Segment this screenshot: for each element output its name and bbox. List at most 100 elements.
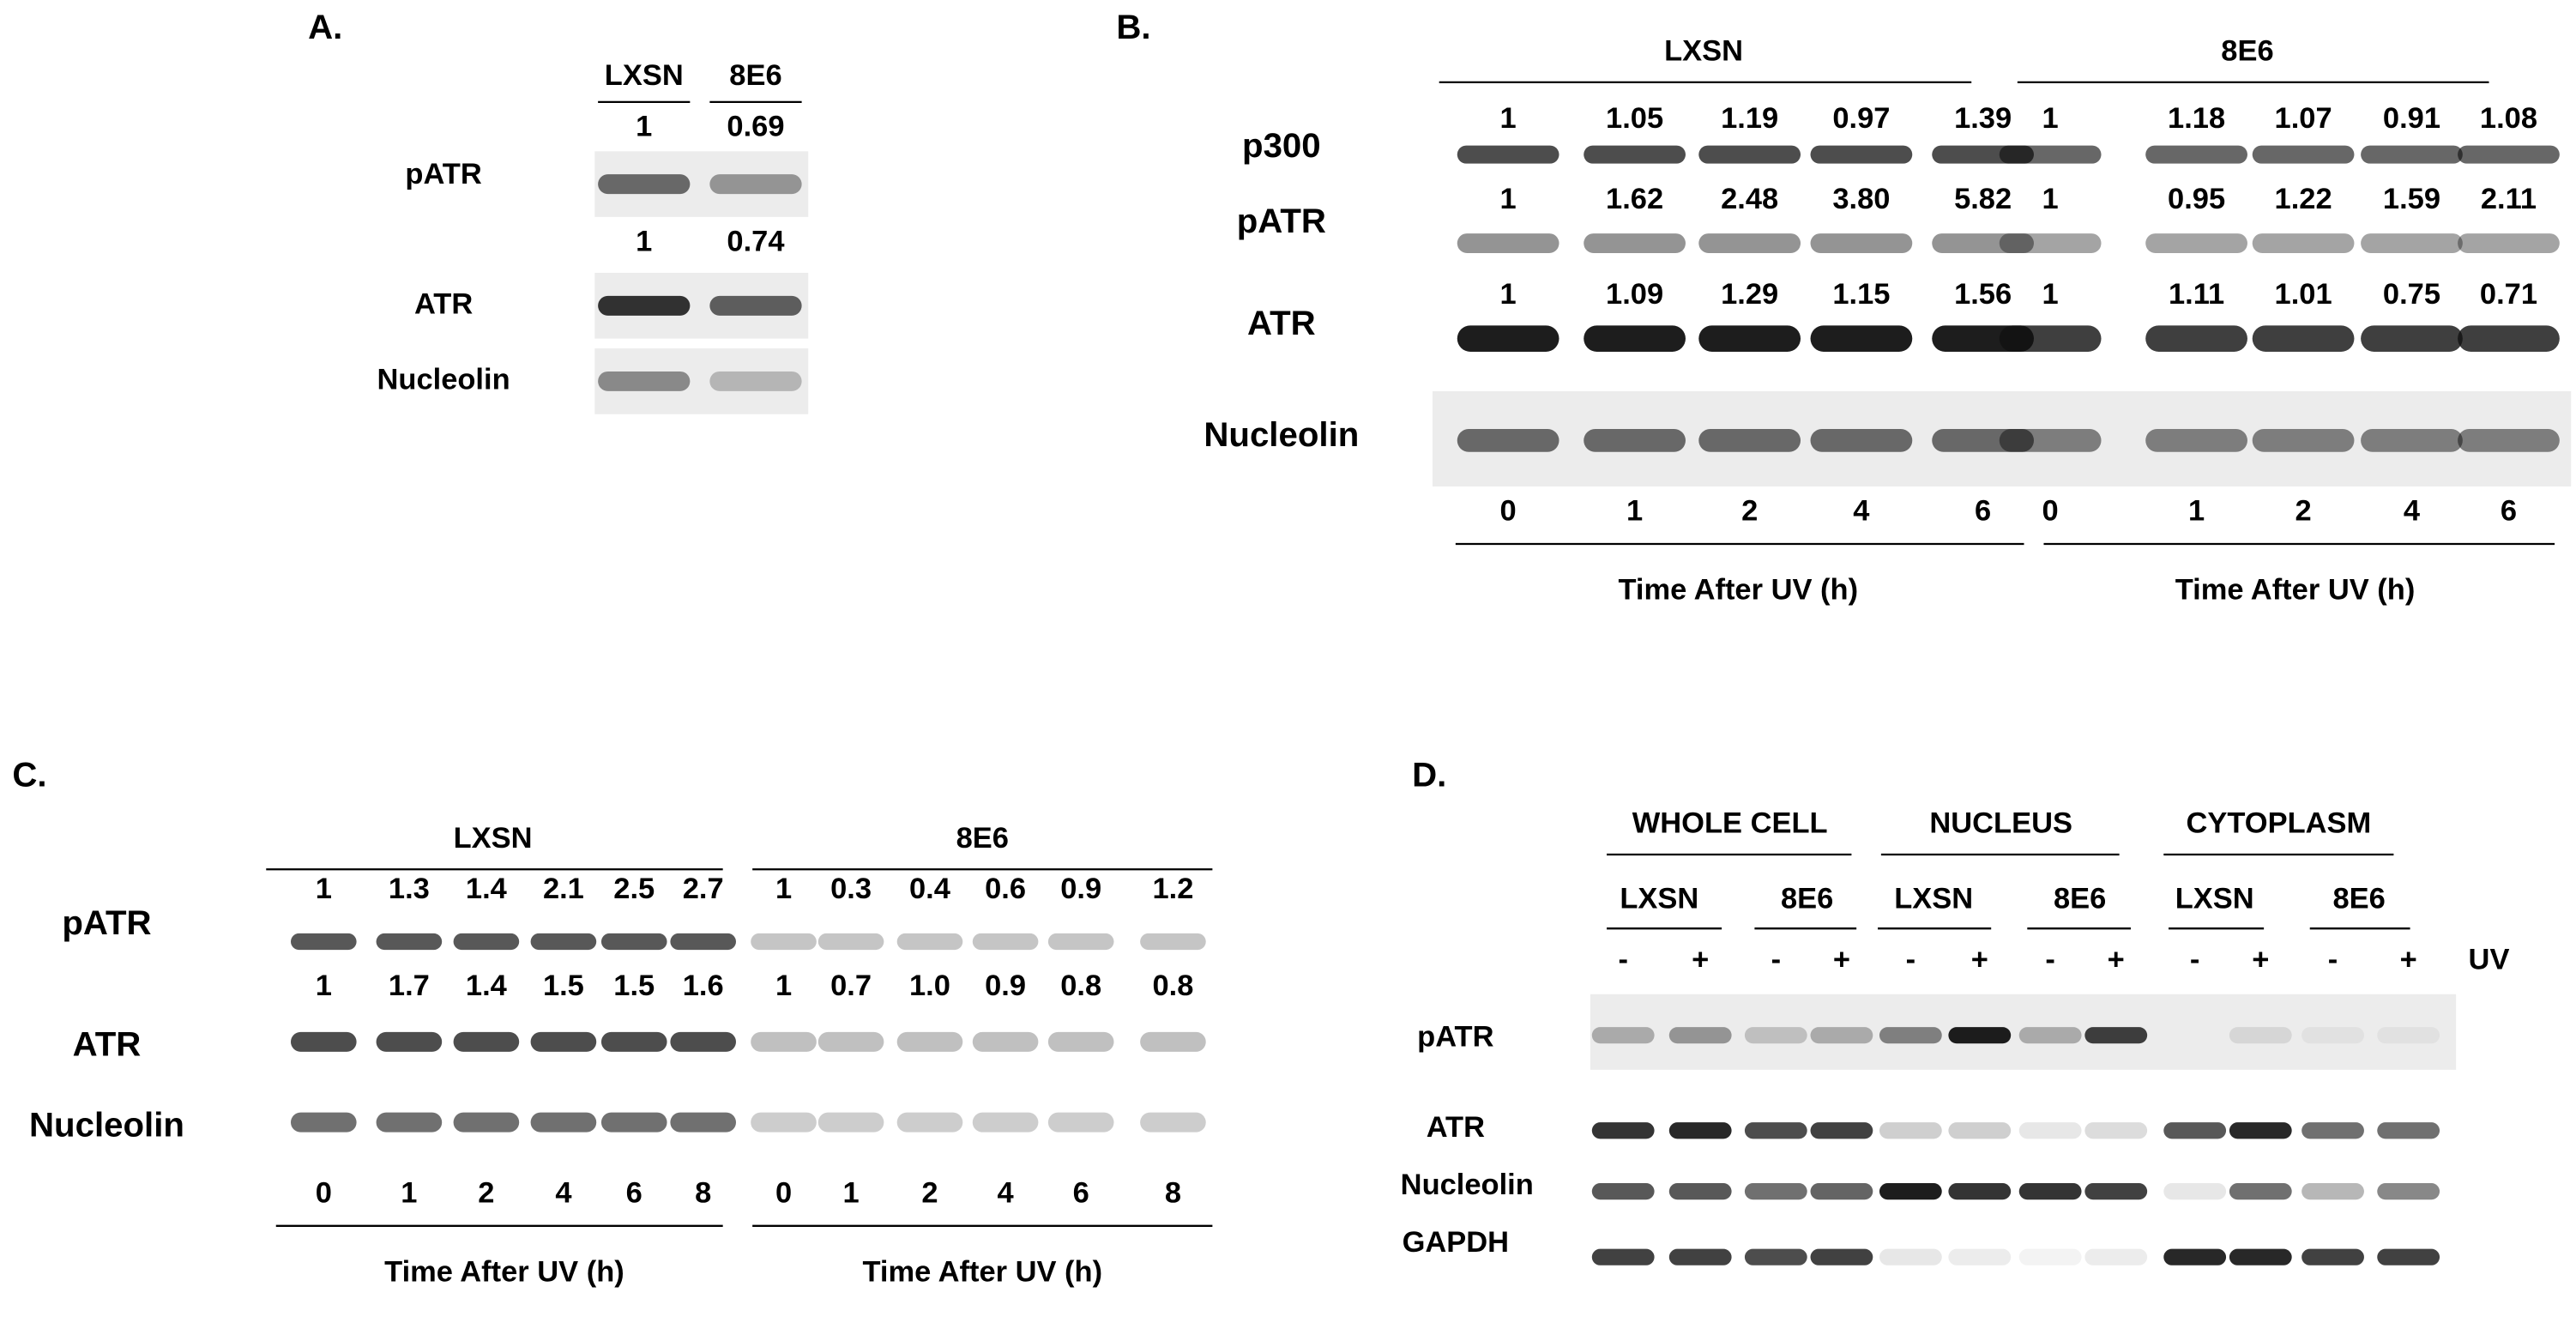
time-label: 0 <box>316 1177 332 1210</box>
band <box>2018 1248 2082 1265</box>
time-label: 4 <box>555 1177 571 1210</box>
quantification: 1.07 <box>2275 102 2332 135</box>
band <box>1668 1183 1732 1200</box>
row-label: ATR <box>73 1025 142 1064</box>
quantification: 0.95 <box>2168 183 2225 215</box>
band <box>1668 1122 1732 1139</box>
quantification: 1.4 <box>466 970 507 1002</box>
band <box>2018 1183 2082 1200</box>
quantification: 1.05 <box>1606 102 1663 135</box>
band <box>2458 428 2560 452</box>
band <box>2229 1027 2292 1044</box>
band <box>1698 233 1801 254</box>
quantification: 5.82 <box>1954 183 2012 215</box>
row-label: GAPDH <box>1403 1226 1509 1259</box>
band <box>598 295 691 316</box>
band <box>2361 145 2463 164</box>
time-label: 0 <box>2042 495 2059 528</box>
band <box>2018 1122 2082 1139</box>
band <box>1810 1248 1873 1265</box>
band <box>670 1112 736 1133</box>
band <box>709 174 802 195</box>
band <box>2302 1183 2364 1200</box>
band <box>896 933 963 951</box>
band <box>2145 233 2247 254</box>
quantification: 1 <box>636 111 652 143</box>
band <box>1140 1031 1206 1052</box>
row-label: pATR <box>405 158 481 190</box>
band <box>1584 428 1686 452</box>
band <box>2145 428 2247 452</box>
group-label: 8E6 <box>956 822 1009 855</box>
band <box>598 174 691 195</box>
band <box>1810 428 1913 452</box>
quantification: 1.3 <box>389 873 430 905</box>
quantification: 1.7 <box>389 970 430 1002</box>
band <box>1810 145 1913 164</box>
quantification: 1 <box>1500 183 1517 215</box>
band <box>1879 1027 1942 1044</box>
quantification: 1 <box>1500 102 1517 135</box>
band <box>2229 1248 2292 1265</box>
column-label: 8E6 <box>729 59 781 92</box>
quantification: 2.11 <box>2481 183 2537 215</box>
band <box>2018 1027 2082 1044</box>
quantification: 0.6 <box>985 873 1026 905</box>
quantification: 2.5 <box>613 873 655 905</box>
quantification: 1.11 <box>2169 278 2224 311</box>
band <box>1457 428 1559 452</box>
band <box>1948 1027 2012 1044</box>
band <box>1879 1183 1942 1200</box>
quantification: 1.39 <box>1954 102 2012 135</box>
band <box>1584 233 1686 254</box>
band <box>1584 145 1686 164</box>
band <box>1810 325 1913 352</box>
band <box>972 1031 1039 1052</box>
band <box>2084 1122 2148 1139</box>
quantification: 3.80 <box>1832 183 1890 215</box>
quantification: 1.59 <box>2383 183 2440 215</box>
quantification: 2.7 <box>683 873 724 905</box>
quantification: 1.6 <box>683 970 724 1002</box>
quantification: 1.29 <box>1721 278 1778 311</box>
band <box>817 1112 884 1133</box>
band <box>2145 325 2247 352</box>
band <box>290 1031 357 1052</box>
time-label: 8 <box>1165 1177 1181 1210</box>
quantification: 1.19 <box>1721 102 1778 135</box>
time-label: 2 <box>1741 495 1758 528</box>
quantification: 0.71 <box>2480 278 2537 311</box>
time-label: 0 <box>1500 495 1517 528</box>
band <box>376 1112 443 1133</box>
cell-label: LXSN <box>1620 883 1698 915</box>
time-label: 2 <box>2295 495 2311 528</box>
quantification: 1 <box>636 226 652 258</box>
uv-sign: - <box>1906 944 1915 976</box>
quantification: 1.56 <box>1954 278 2012 311</box>
quantification: 0.9 <box>1060 873 1101 905</box>
quantification: 1 <box>775 873 792 905</box>
band <box>600 1112 667 1133</box>
band <box>290 933 357 951</box>
band <box>1879 1122 1942 1139</box>
row-label: pATR <box>62 903 151 942</box>
panel-label: D. <box>1412 756 1446 794</box>
quantification: 0.7 <box>830 970 872 1002</box>
cell-label: 8E6 <box>1781 883 1833 915</box>
time-label: 6 <box>2501 495 2517 528</box>
band <box>751 1112 817 1133</box>
cell-label: LXSN <box>2175 883 2254 915</box>
band <box>598 371 691 391</box>
band <box>2302 1122 2364 1139</box>
band <box>1457 233 1559 254</box>
quantification: 1 <box>1500 278 1517 311</box>
band <box>896 1112 963 1133</box>
quantification: 1.0 <box>909 970 950 1002</box>
time-label: 8 <box>695 1177 711 1210</box>
band <box>1584 325 1686 352</box>
time-label: 1 <box>842 1177 859 1210</box>
band <box>1668 1027 1732 1044</box>
band <box>2163 1183 2227 1200</box>
row-label: Nucleolin <box>1401 1169 1534 1201</box>
